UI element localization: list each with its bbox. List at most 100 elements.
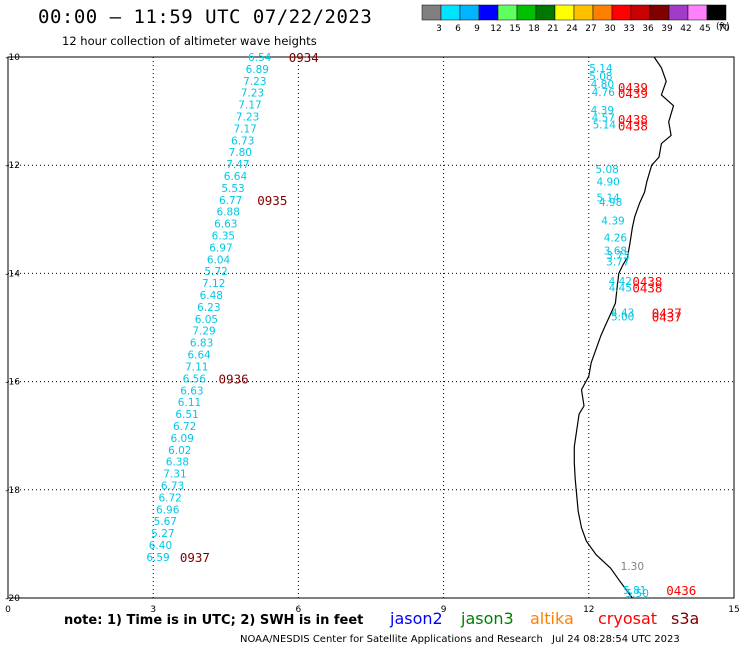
data-point: 6.64: [187, 350, 211, 362]
colorbar-swatch: [668, 4, 689, 21]
data-point: 6.72: [158, 492, 181, 504]
colorbar-swatch: [649, 4, 670, 21]
data-point: 4.76: [592, 87, 616, 99]
time-label: 0437: [652, 310, 682, 325]
colorbar-label: 21: [547, 24, 558, 34]
time-label: 0439: [618, 80, 648, 95]
colorbar-swatch: [516, 4, 537, 21]
colorbar-label: 15: [509, 24, 520, 34]
colorbar-label: 42: [680, 24, 691, 34]
satellite-cryosat: cryosat: [598, 609, 658, 628]
plot-frame: [7, 56, 735, 599]
data-point: 4.26: [604, 233, 628, 245]
data-point: 6.63: [180, 385, 203, 397]
data-point: 5.50: [626, 588, 649, 600]
data-point: 6.02: [168, 445, 191, 457]
data-point: 5.72: [204, 266, 227, 278]
plot-border: [7, 56, 735, 599]
data-point: 3.68: [604, 246, 627, 258]
y-tick-label: -10: [5, 53, 20, 63]
time-label: 0438: [618, 112, 648, 127]
timestamp: Jul 24 08:28:54 UTC 2023: [552, 634, 680, 645]
colorbar-label: 36: [642, 24, 654, 34]
data-point: 6.96: [156, 504, 180, 516]
data-point: 7.23: [241, 88, 264, 100]
data-point: 6.73: [231, 135, 254, 147]
time-label: 0436: [666, 583, 696, 598]
y-tick-label: -18: [5, 486, 20, 496]
footer-note: note: 1) Time is in UTC; 2) SWH is in fe…: [64, 613, 364, 628]
colorbar-label: 6: [455, 24, 461, 34]
time-label: 0937: [180, 550, 210, 565]
data-point: 6.48: [200, 290, 223, 302]
colorbar-swatch: [459, 4, 480, 21]
data-point: 5.67: [154, 516, 177, 528]
data-point: 5.27: [151, 528, 174, 540]
colorbar-label: 45: [699, 24, 710, 34]
time-labels: 0934093509360937043904390438043804380438…: [180, 50, 697, 598]
colorbar-swatch: [630, 4, 651, 21]
colorbar-swatch: [611, 4, 632, 21]
data-point: 6.77: [219, 195, 242, 207]
credit-line: NOAA/NESDIS Center for Satellite Applica…: [240, 634, 543, 645]
time-label: 0934: [289, 50, 319, 65]
data-point: 6.51: [175, 409, 198, 421]
data-point: 5.14: [593, 120, 617, 132]
colorbar-swatch: [706, 4, 727, 21]
time-label: 0935: [257, 193, 287, 208]
colorbar-swatch: [535, 4, 556, 21]
axis-ticks: 0 3 6 9 12 15 -10 -12 -14 -16 -18 -20: [5, 53, 740, 615]
data-point: 4.98: [599, 197, 622, 209]
data-point: 6.56: [183, 373, 207, 385]
time-label: 0438: [618, 119, 648, 134]
time-label: 0438: [632, 280, 662, 295]
data-point: 4.57: [592, 113, 615, 125]
colorbar-label: 39: [661, 24, 673, 34]
data-point: 6.89: [246, 64, 269, 76]
colorbar-swatch: [554, 4, 575, 21]
colorbar-swatch: [573, 4, 594, 21]
y-tick-label: -20: [5, 594, 20, 604]
colorbar-swatch: [592, 4, 613, 21]
data-point: 7.12: [202, 278, 225, 290]
data-point: 6.83: [190, 338, 213, 350]
data-point: 6.11: [178, 397, 201, 409]
data-point: 4.39: [591, 105, 614, 117]
data-point: 7.17: [238, 100, 261, 112]
data-point: 7.11: [185, 361, 208, 373]
colorbar-swatch: [687, 4, 708, 21]
colorbar-swatch: [421, 4, 442, 21]
chart-grid: [8, 57, 734, 598]
y-tick-label: -14: [5, 269, 20, 279]
colorbar-label: 30: [604, 24, 616, 34]
data-point: 7.23: [243, 76, 266, 88]
x-tick-label: 15: [728, 605, 739, 615]
data-point: 5.00: [611, 312, 634, 324]
satellite-altika: altika: [530, 609, 574, 628]
data-point: 7.47: [226, 159, 249, 171]
data-point: 4.43: [611, 307, 634, 319]
data-point: 7.17: [233, 123, 256, 135]
data-point: 6.09: [171, 433, 194, 445]
y-tick-label: -16: [5, 378, 20, 388]
colorbar-swatch: [440, 4, 461, 21]
data-point: 7.23: [236, 112, 259, 124]
colorbar-label: 33: [623, 24, 634, 34]
page-subtitle: 12 hour collection of altimeter wave hei…: [62, 34, 317, 48]
satellite-jason2: jason2: [390, 609, 443, 628]
colorbar-swatch: [497, 4, 518, 21]
colorbar-label: 24: [566, 24, 578, 34]
data-point: 6.63: [214, 219, 237, 231]
data-point: 6.73: [161, 480, 184, 492]
data-point: 5.14: [589, 63, 613, 75]
coastline: [573, 56, 675, 599]
data-point: 4.90: [596, 176, 619, 188]
time-label: 0437: [652, 305, 682, 320]
data-point: 6.72: [173, 421, 196, 433]
coastline-path: [573, 56, 675, 599]
data-point: 4.39: [601, 215, 624, 227]
colorbar-label: 27: [585, 24, 596, 34]
page-title: 00:00 – 11:59 UTC 07/22/2023: [38, 6, 373, 28]
data-point: 1.30: [621, 561, 644, 573]
